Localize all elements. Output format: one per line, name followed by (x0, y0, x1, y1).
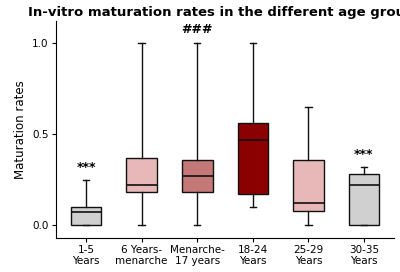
PathPatch shape (126, 158, 157, 192)
PathPatch shape (349, 174, 379, 225)
Title: In-vitro maturation rates in the different age groups: In-vitro maturation rates in the differe… (28, 5, 400, 18)
Text: ***: *** (354, 149, 374, 161)
Text: ###: ### (182, 23, 213, 36)
PathPatch shape (71, 207, 101, 225)
Y-axis label: Maturation rates: Maturation rates (14, 80, 26, 179)
PathPatch shape (238, 123, 268, 194)
PathPatch shape (293, 160, 324, 211)
Text: ***: *** (76, 161, 96, 174)
PathPatch shape (182, 160, 212, 192)
